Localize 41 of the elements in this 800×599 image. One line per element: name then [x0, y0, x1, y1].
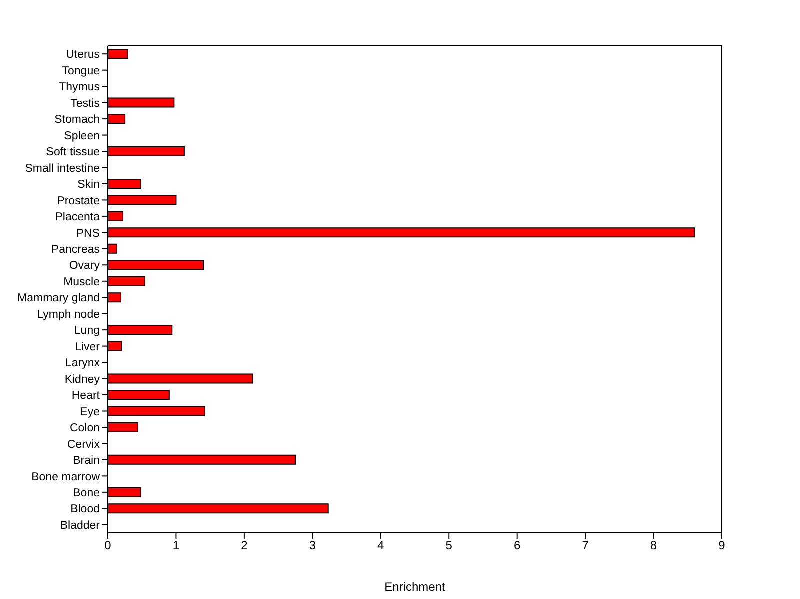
- x-tick-label: 5: [446, 538, 453, 553]
- x-axis-title: Enrichment: [384, 580, 446, 594]
- y-tick-label: Uterus: [66, 49, 100, 62]
- y-tick-label: Bone marrow: [32, 471, 101, 484]
- y-tick-label: PNS: [76, 228, 100, 240]
- x-tick-label: 0: [104, 538, 112, 553]
- x-tick-label: 4: [378, 538, 385, 553]
- y-tick-label: Lung: [74, 325, 100, 338]
- x-tick-label: 6: [514, 538, 521, 553]
- y-tick-label: Soft tissue: [46, 146, 100, 159]
- y-tick-label: Brain: [73, 455, 100, 468]
- x-tick-label: 3: [309, 538, 316, 553]
- y-tick-label: Prostate: [57, 195, 100, 208]
- y-tick-label: Spleen: [64, 130, 100, 142]
- x-tick-label: 7: [582, 538, 590, 553]
- y-tick-label: Pancreas: [51, 244, 100, 256]
- x-tick-label: 2: [241, 538, 248, 553]
- y-tick-label: Lymph node: [37, 308, 100, 321]
- y-tick-label: Heart: [72, 390, 101, 402]
- y-tick-label: Eye: [80, 406, 100, 418]
- y-tick-label: Testis: [70, 98, 100, 110]
- y-tick-label: Tongue: [62, 65, 100, 78]
- y-tick-label: Liver: [75, 341, 100, 354]
- y-tick-label: Blood: [70, 504, 100, 516]
- x-tick-label: 9: [718, 538, 726, 553]
- y-tick-label: Bone: [73, 488, 100, 500]
- y-tick-label: Small intestine: [25, 162, 100, 175]
- y-tick-label: Placenta: [55, 212, 101, 224]
- y-tick-label: Skin: [78, 179, 100, 192]
- y-tick-label: Muscle: [64, 276, 100, 288]
- y-tick-label: Larynx: [65, 358, 100, 370]
- y-tick-label: Kidney: [64, 374, 100, 386]
- y-tick-label: Cervix: [67, 438, 100, 451]
- y-tick-label: Bladder: [60, 520, 100, 532]
- y-tick-label: Ovary: [69, 260, 100, 272]
- x-tick-label: 8: [650, 538, 658, 553]
- y-tick-label: Mammary gland: [18, 292, 100, 305]
- y-tick-label: Stomach: [54, 114, 100, 126]
- x-tick-label: 1: [172, 538, 180, 553]
- y-tick-label: Colon: [70, 422, 100, 435]
- y-tick-label: Thymus: [59, 82, 100, 94]
